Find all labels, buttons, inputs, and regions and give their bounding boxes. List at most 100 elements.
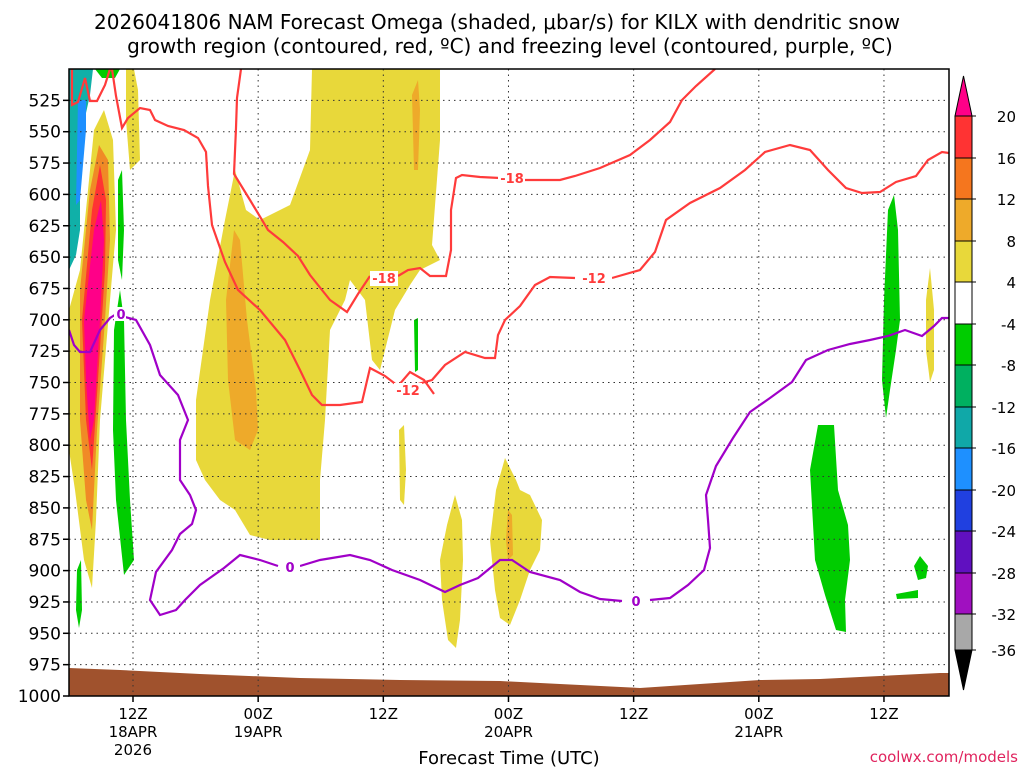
plot-area: -18 -18 -12 -12 0 0 0: [69, 69, 949, 696]
omega-shade-teal: [69, 69, 93, 270]
colorbar-swatch: [954, 157, 973, 200]
colorbar-label: -24: [992, 523, 1017, 541]
omega-shade-green-right-1: [882, 195, 900, 418]
dgz-contour-left: [110, 69, 435, 407]
y-tick-label: 700: [29, 311, 61, 331]
colorbar-label: 20: [997, 108, 1016, 126]
dgz-contour-12-right: [611, 143, 949, 280]
colorbar-swatch: [954, 364, 973, 408]
omega-shade-yellow-small-1: [399, 425, 406, 505]
colorbar-label: -16: [992, 440, 1017, 458]
contour-label-freezing-0-a: 0: [116, 308, 125, 323]
omega-shade-green-right-3: [914, 556, 928, 580]
x-tick-date-label: 20APR: [484, 723, 533, 741]
dgz-contours: [70, 69, 949, 407]
y-tick-label: 525: [29, 91, 61, 111]
freezing-contour-left: [69, 311, 279, 617]
x-axis-label: Forecast Time (UTC): [418, 748, 599, 768]
colorbar-swatch: [954, 406, 973, 449]
x-tick-label: 00Z: [744, 705, 773, 723]
freezing-contour-right: [649, 316, 949, 602]
x-tick-date-label: 19APR: [234, 723, 283, 741]
colorbar-top-arrow: [954, 75, 973, 117]
chart-title-line-2: growth region (contoured, red, ºC) and f…: [127, 34, 893, 58]
colorbar-label: -28: [992, 565, 1017, 583]
y-tick-label: 775: [29, 405, 61, 425]
colorbar-label: -4: [1001, 316, 1016, 334]
y-tick-label: 575: [29, 154, 61, 174]
contour-label-dgz-18-b: -18: [372, 272, 396, 287]
x-tick-date-label: 18APR: [109, 723, 158, 741]
omega-shade-green-right-4: [896, 590, 918, 599]
dgz-contour-18-left: [232, 69, 371, 314]
y-tick-label: 625: [29, 217, 61, 237]
y-tick-label: 925: [29, 593, 61, 613]
y-tick-label: 825: [29, 468, 61, 488]
omega-shade-green-left-2: [118, 170, 124, 280]
x-tick-year-label: 2026: [114, 741, 152, 759]
omega-shade-yellow-mid: [440, 495, 463, 648]
y-tick-label: 675: [29, 279, 61, 299]
chart-title-line-1: 2026041806 NAM Forecast Omega (shaded, μ…: [94, 10, 900, 34]
omega-shade-green-left-1: [113, 290, 134, 575]
colorbar-label: -36: [992, 642, 1017, 660]
omega-shade-yellow-mid2: [490, 458, 542, 625]
colorbar-swatch: [954, 198, 973, 242]
y-tick-label: 900: [29, 562, 61, 582]
freezing-contour-mid: [299, 553, 623, 603]
colorbar-label: -20: [992, 482, 1017, 500]
contour-labels: -18 -18 -12 -12 0 0 0: [114, 171, 648, 610]
contour-label-dgz-12-b: -12: [396, 384, 420, 399]
colorbar-label: -12: [992, 399, 1017, 417]
colorbar-swatch: [954, 613, 973, 651]
omega-shade-green-small-1: [414, 318, 418, 372]
omega-shade-orange-center: [226, 230, 258, 450]
dgz-contour-upper: [70, 69, 112, 107]
x-tick-label: 00Z: [243, 705, 272, 723]
colorbar-label: -32: [992, 606, 1017, 624]
y-tick-label: 850: [29, 499, 61, 519]
contour-label-dgz-18-a: -18: [500, 172, 524, 187]
y-tick-label: 950: [29, 624, 61, 644]
x-tick-label: 12Z: [869, 705, 898, 723]
x-tick-date-label: 21APR: [734, 723, 783, 741]
omega-shade-orange-top: [412, 80, 420, 170]
y-tick-label: 975: [29, 656, 61, 676]
colorbar-label: 8: [1006, 233, 1016, 251]
omega-shade-magenta-left: [84, 200, 104, 440]
x-tick-label: 12Z: [369, 705, 398, 723]
colorbar-label: 4: [1006, 274, 1016, 292]
colorbar-swatch: [954, 115, 973, 159]
y-tick-label: 550: [29, 123, 61, 143]
colorbar-label: -8: [1001, 357, 1016, 375]
y-tick-label: 1000: [18, 687, 61, 707]
omega-shade-blue: [76, 100, 86, 205]
dgz-contour-18-mid: [397, 173, 501, 278]
y-tick-label: 600: [29, 185, 61, 205]
y-tick-label: 650: [29, 248, 61, 268]
contour-label-dgz-12-a: -12: [582, 272, 606, 287]
x-tick-label: 00Z: [494, 705, 523, 723]
omega-shading: [69, 69, 934, 648]
colorbar: 20 16 12 8 4 -4 -8 -12 -16 -20 -24 -28 -32 -36: [954, 75, 1017, 691]
y-tick-label: 725: [29, 342, 61, 362]
contour-label-freezing-0-b: 0: [285, 561, 294, 576]
colorbar-swatch: [954, 281, 973, 325]
y-tick-label: 875: [29, 530, 61, 550]
colorbar-swatch: [954, 572, 973, 615]
y-tick-label: 750: [29, 374, 61, 394]
colorbar-swatch: [954, 530, 973, 574]
omega-shade-orange-mid: [506, 510, 513, 560]
x-tick-label: 12Z: [619, 705, 648, 723]
omega-shade-green-left-3: [76, 560, 82, 628]
contour-label-freezing-0-c: 0: [631, 595, 640, 610]
colorbar-label: 16: [997, 150, 1016, 168]
omega-shade-yellow-right: [926, 268, 934, 382]
colorbar-swatch: [954, 323, 973, 366]
dgz-contour-18-right: [525, 69, 716, 182]
dgz-contour-12-mid: [417, 275, 576, 386]
x-tick-label: 12Z: [118, 705, 147, 723]
omega-shade-yellow-strip: [370, 69, 384, 360]
